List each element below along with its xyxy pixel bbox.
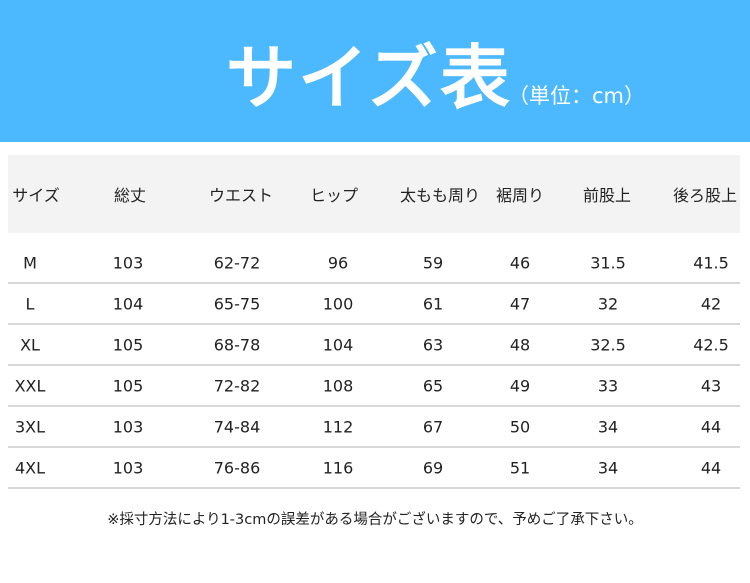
table-cell: 103 [112,458,144,477]
column-header: 太もも周り [399,186,481,205]
size-table: サイズ 総丈 ウエスト ヒップ 太もも周り 裾周り 前股上 後ろ股上 M 103 62-72 96 5… [8,155,740,489]
table-cell: 61 [422,294,444,313]
table-cell: 96 [327,253,349,272]
table-cell: 34 [597,417,619,436]
measurement-note: ※採寸方法により1-3cmの誤差がある場合がございますので、予めご了承下さい。 [107,512,643,528]
table-cell: 63 [422,335,444,354]
table-cell: 103 [112,253,144,272]
table-cell: 67 [422,417,444,436]
table-row: XL 105 68-78 104 63 48 32.5 42.5 [8,325,740,366]
table-cell: 51 [509,458,531,477]
table-cell: 43 [700,376,722,395]
table-cell: XL [20,335,40,354]
table-cell: 31.5 [590,253,626,272]
table-row: XXL 105 72-82 108 65 49 33 43 [8,366,740,407]
table-row: 4XL 103 76-86 116 69 51 34 44 [8,448,740,489]
table-cell: 44 [700,417,722,436]
table-cell: 105 [112,376,144,395]
table-cell: 32.5 [590,335,626,354]
table-cell: 48 [509,335,531,354]
unit-label: （単位：cm） [508,84,646,108]
table-cell: 105 [112,335,144,354]
column-header: ウエスト [208,186,274,205]
column-header: サイズ [12,186,60,205]
table-cell: M [23,253,37,272]
table-row: 3XL 103 74-84 112 67 50 34 44 [8,407,740,448]
table-cell: 33 [597,376,619,395]
table-cell: 74-84 [213,417,261,436]
table-cell: 108 [322,376,354,395]
column-header: 前股上 [582,186,632,205]
column-header: 後ろ股上 [672,186,738,205]
page-title: サイズ表 [226,37,512,119]
table-cell: 59 [422,253,444,272]
table-cell: 72-82 [213,376,261,395]
table-cell: 47 [509,294,531,313]
table-row: L 104 65-75 100 61 47 32 42 [8,284,740,325]
table-cell: 116 [322,458,354,477]
table-cell: 3XL [14,417,46,436]
table-cell: XXL [14,376,46,395]
table-cell: 46 [509,253,531,272]
table-cell: 32 [597,294,619,313]
table-cell: 100 [322,294,354,313]
table-cell: 50 [509,417,531,436]
title-banner: サイズ表 （単位：cm） [0,0,750,142]
table-cell: 69 [422,458,444,477]
table-cell: 41.5 [693,253,729,272]
column-header: 裾周り [495,186,545,205]
table-header: サイズ 総丈 ウエスト ヒップ 太もも周り 裾周り 前股上 後ろ股上 [8,155,740,233]
table-cell: 104 [322,335,354,354]
table-cell: 42.5 [693,335,729,354]
column-header: ヒップ [309,186,359,205]
table-cell: 42 [700,294,722,313]
table-row: M 103 62-72 96 59 46 31.5 41.5 [8,243,740,284]
table-cell: 68-78 [213,335,261,354]
table-cell: 103 [112,417,144,436]
table-cell: L [25,294,35,313]
table-cell: 112 [322,417,354,436]
table-cell: 4XL [14,458,46,477]
table-cell: 65-75 [213,294,261,313]
table-cell: 104 [112,294,144,313]
table-cell: 65 [422,376,444,395]
table-cell: 62-72 [213,253,261,272]
table-cell: 44 [700,458,722,477]
table-cell: 76-86 [213,458,261,477]
column-header: 総丈 [113,186,147,205]
table-cell: 49 [509,376,531,395]
table-cell: 34 [597,458,619,477]
